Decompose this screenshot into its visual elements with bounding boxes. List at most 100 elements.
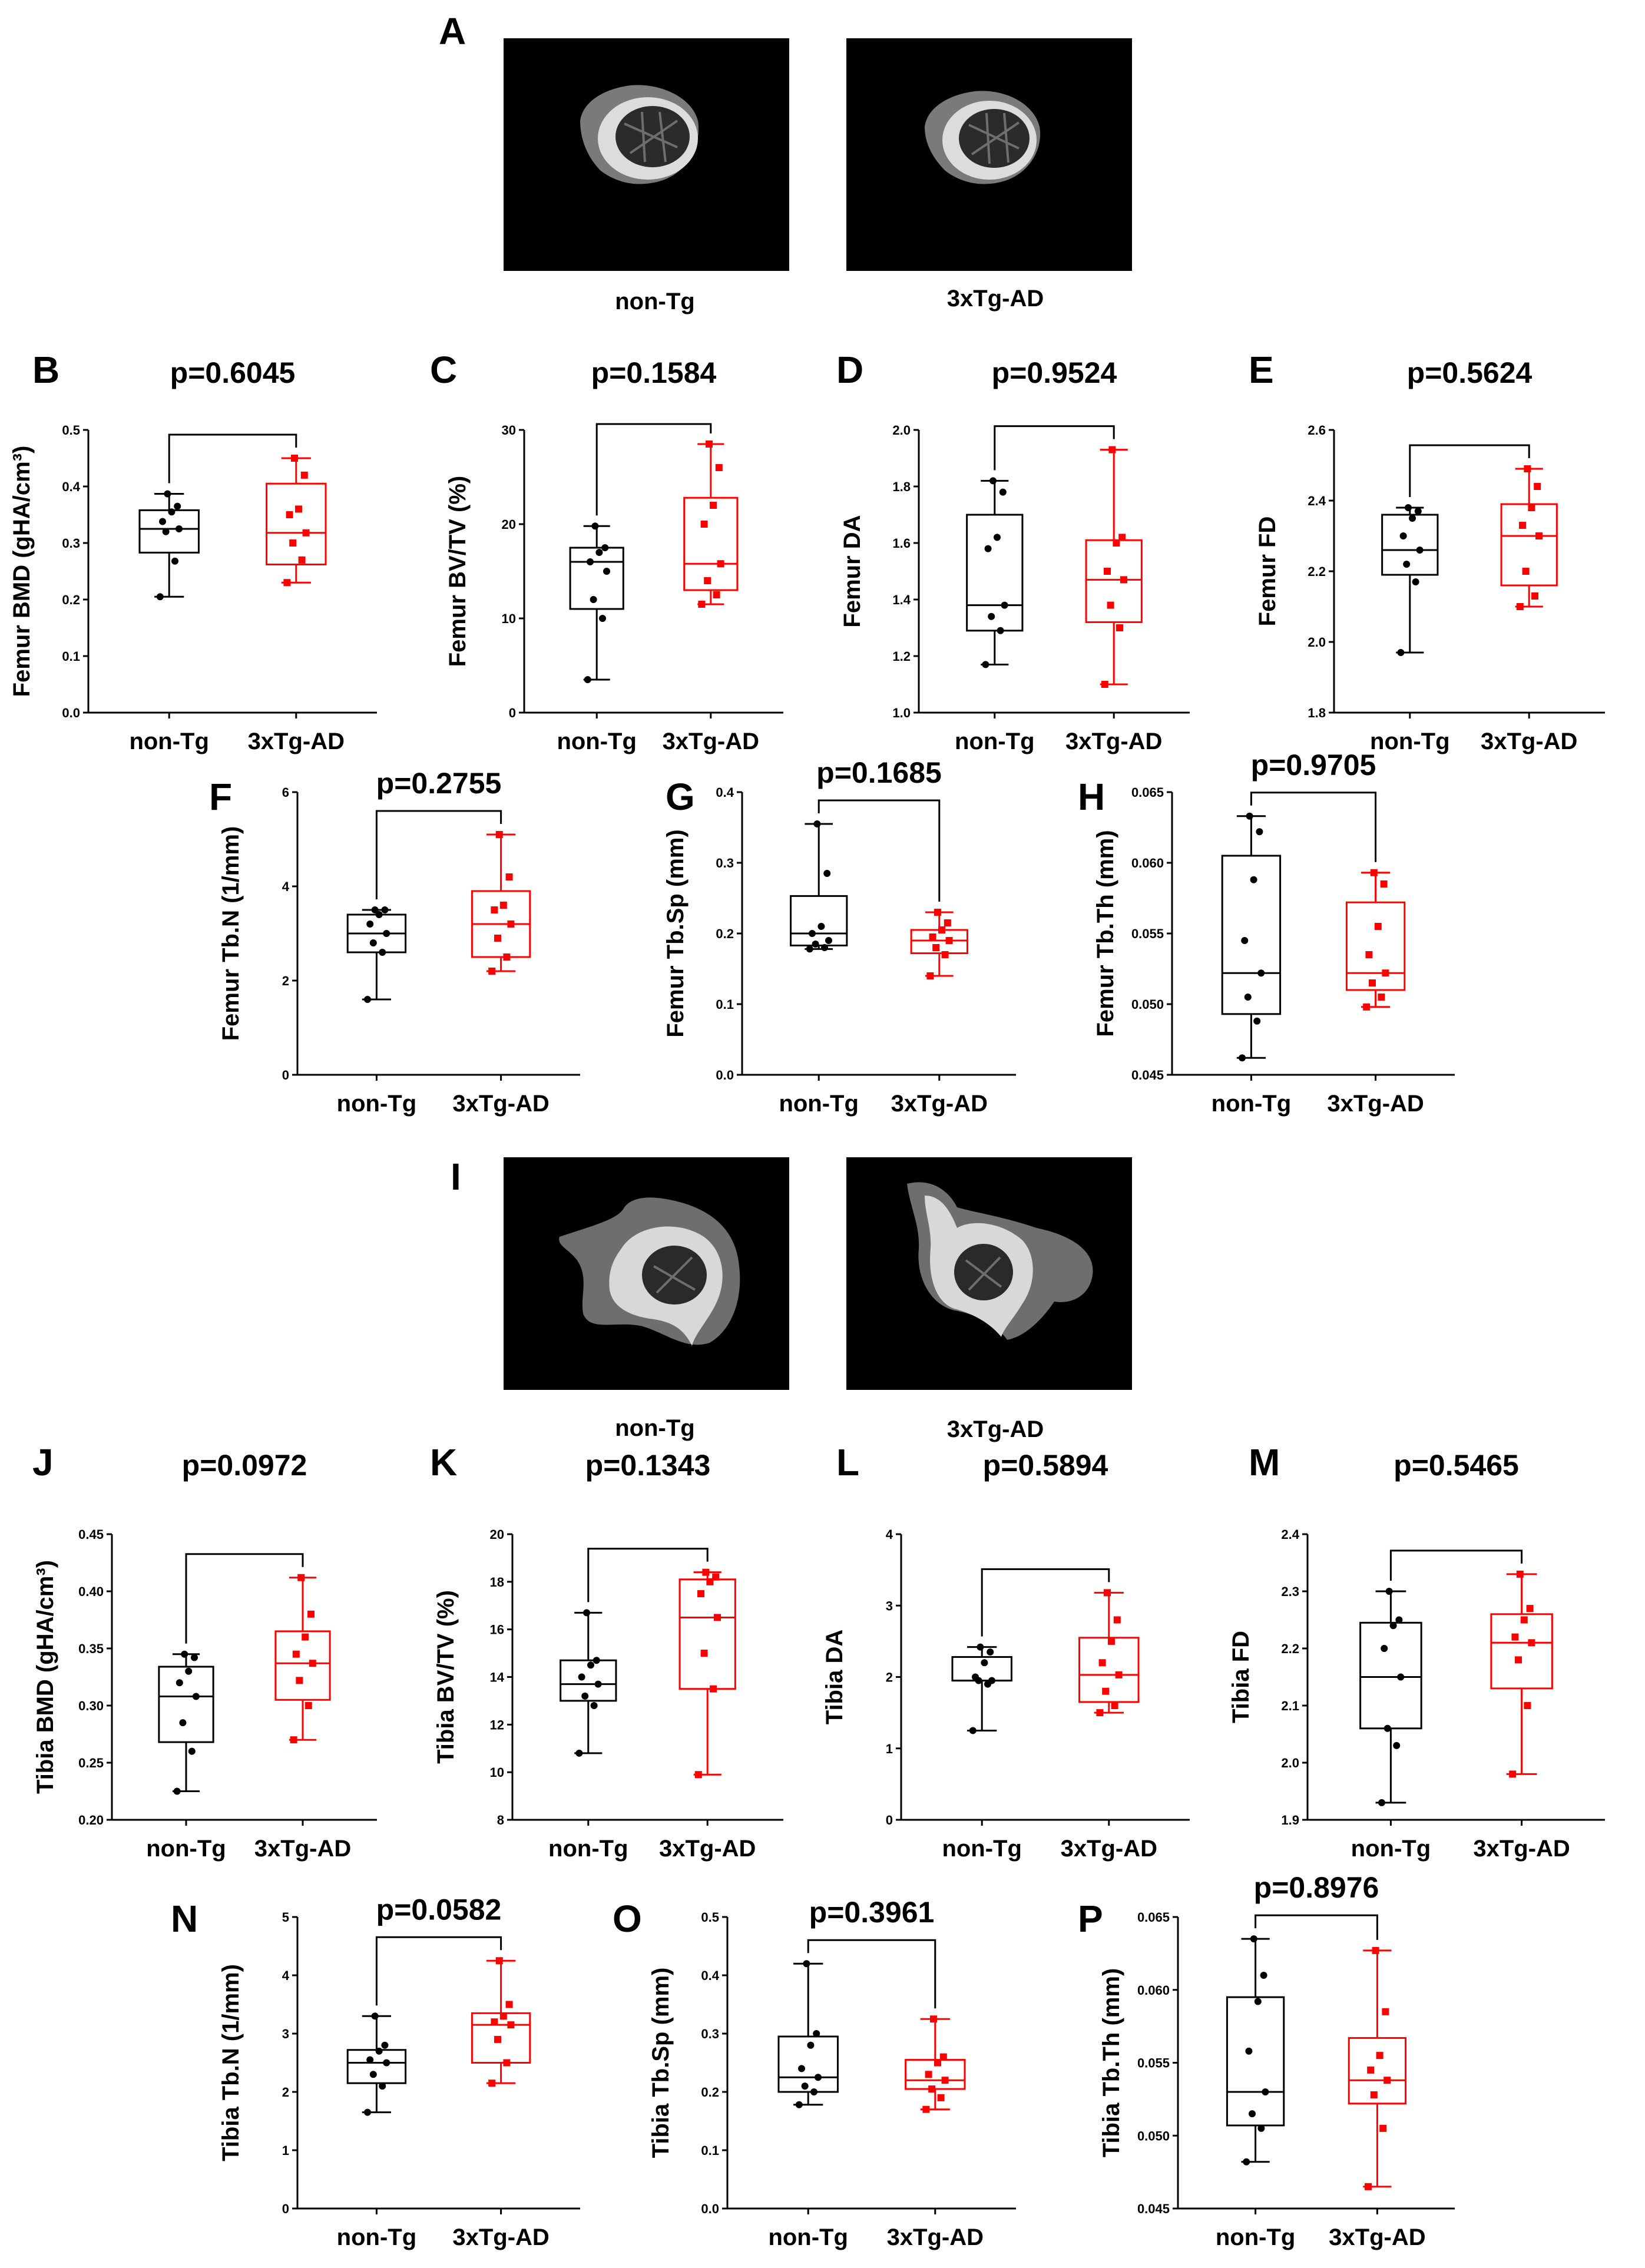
y-tick-label-d: 1.8 [892,479,911,494]
chart-panel-e: E 1.8 2.0 2.2 2.4 2.6 non-Tg 3xTg-AD Femur FD p=0… [1249,349,1605,754]
x-category-label-o: 3xTg-AD [887,2224,984,2250]
y-tick-label-n: 1 [282,2143,289,2158]
y-tick-label-l: 0 [886,1813,893,1827]
data-point-e-non-tg [1412,578,1419,585]
box-m-3xtg-ad [1490,1613,1553,1690]
data-point-b-3xtg-ad [298,556,306,564]
data-point-k-3xtg-ad [700,1650,708,1657]
data-point-f-non-tg [364,996,371,1003]
y-tick-label-m: 2.0 [1281,1756,1299,1770]
data-point-n-3xtg-ad [507,2021,515,2029]
significance-bracket-e [1409,444,1530,497]
data-point-l-3xtg-ad [1098,1659,1106,1667]
y-tick-label-j: 0.45 [78,1527,104,1542]
data-point-h-non-tg [1250,876,1257,883]
data-point-n-non-tg [379,2082,386,2090]
data-point-h-non-tg [1241,937,1249,944]
data-point-j-non-tg [191,1654,198,1661]
data-point-l-non-tg [972,1673,979,1681]
x-category-label-f: non-Tg [337,1091,417,1117]
y-tick-label-j: 0.40 [78,1584,104,1599]
data-point-d-non-tg [984,545,992,552]
data-point-n-3xtg-ad [499,2012,507,2020]
tibia-photo-3xtg-ad: 3xTg-AD [846,1157,1132,1442]
x-category-label-o: non-Tg [768,2224,848,2250]
panel-d-label: D [836,349,863,391]
y-tick-label-d: 1.6 [892,536,911,551]
y-tick-label-g: 0.0 [716,1068,734,1082]
data-point-b-non-tg [159,518,166,525]
y-tick-label-m: 2.2 [1281,1641,1299,1656]
data-point-e-non-tg [1399,532,1407,539]
y-tick-label-d: 1.4 [892,592,911,607]
y-tick-label-f: 0 [282,1068,289,1082]
panel-c-label: C [430,349,457,391]
data-point-g-3xtg-ad [941,951,949,958]
data-point-p-non-tg [1254,1998,1262,2005]
y-tick-label-o: 0.4 [701,1968,719,1983]
data-point-n-non-tg [369,2071,377,2078]
data-point-g-non-tg [823,870,831,877]
data-point-m-non-tg [1385,1588,1393,1595]
data-point-f-non-tg [375,911,383,918]
data-point-k-3xtg-ad [702,1568,710,1576]
y-tick-label-n: 2 [282,2085,289,2100]
x-category-label-d: 3xTg-AD [1065,729,1162,754]
data-point-k-3xtg-ad [714,1614,721,1621]
data-point-k-non-tg [593,1657,600,1664]
box-d-non-tg [966,514,1024,632]
data-point-m-non-tg [1381,1645,1388,1652]
data-point-c-non-tg [601,544,609,551]
p-value-label-o: p=0.3961 [809,1896,935,1929]
chart-panel-n: N 0 1 2 3 4 5 non-Tg 3xTg-AD Tibia Tb.N (1/mm) p=0… [171,1893,580,2250]
data-point-o-3xtg-ad [939,2053,947,2061]
data-point-b-non-tg [162,528,170,535]
x-category-label-b: 3xTg-AD [248,729,345,754]
data-point-n-non-tg [364,2108,371,2116]
data-point-h-3xtg-ad [1369,979,1376,986]
y-tick-label-k: 12 [490,1717,504,1732]
panel-a-label: A [439,10,466,52]
y-tick-label-h: 0.055 [1131,926,1164,941]
data-point-n-non-tg [383,2059,390,2067]
y-tick-label-h: 0.045 [1131,1068,1164,1082]
box-p-non-tg [1226,1996,1285,2127]
data-point-f-3xtg-ad [491,906,498,913]
data-point-h-non-tg [1244,994,1252,1001]
x-category-label-m: non-Tg [1351,1836,1431,1862]
y-tick-label-n: 5 [282,1910,289,1925]
data-point-g-non-tg [812,941,819,948]
y-tick-label-p: 0.055 [1137,2056,1170,2071]
data-point-f-3xtg-ad [495,831,503,838]
x-category-label-n: 3xTg-AD [452,2224,549,2250]
y-tick-label-c: 0 [509,706,516,720]
data-point-g-3xtg-ad [934,909,941,916]
x-category-label-e: non-Tg [1370,729,1450,754]
chart-panel-m: M 1.9 2.0 2.1 2.2 2.3 2.4 non-Tg 3xTg-AD Tibia FD… [1228,1441,1605,1862]
box-j-non-tg [158,1666,214,1743]
data-point-j-non-tg [179,1719,187,1727]
y-tick-label-f: 6 [282,785,289,800]
data-point-m-3xtg-ad [1511,1633,1519,1641]
significance-bracket-b [168,433,297,484]
data-point-f-non-tg [379,949,386,956]
y-tick-label-l: 2 [886,1670,893,1685]
data-point-d-3xtg-ad [1104,568,1111,575]
y-tick-label-j: 0.25 [78,1756,104,1770]
y-tick-label-k: 20 [490,1527,504,1542]
y-axis-title-c: Femur BV/TV (%) [445,476,471,667]
y-tick-label-k: 14 [490,1670,505,1685]
x-category-label-e: 3xTg-AD [1481,729,1577,754]
data-point-j-3xtg-ad [290,1736,297,1744]
y-tick-label-b: 0.5 [62,423,80,438]
y-tick-label-d: 1.0 [892,706,911,720]
data-point-o-3xtg-ad [941,2077,949,2084]
photo-caption-tibia-3xtg-ad: 3xTg-AD [947,1416,1044,1442]
panel-i-images: I non-Tg 3xTg-AD [451,1155,1132,1442]
data-point-b-non-tg [156,593,164,601]
data-point-c-3xtg-ad [710,502,717,509]
data-point-h-non-tg [1239,1054,1246,1062]
box-e-non-tg [1381,514,1439,576]
y-tick-label-p: 0.060 [1137,1983,1170,1998]
data-point-m-3xtg-ad [1524,1702,1531,1709]
